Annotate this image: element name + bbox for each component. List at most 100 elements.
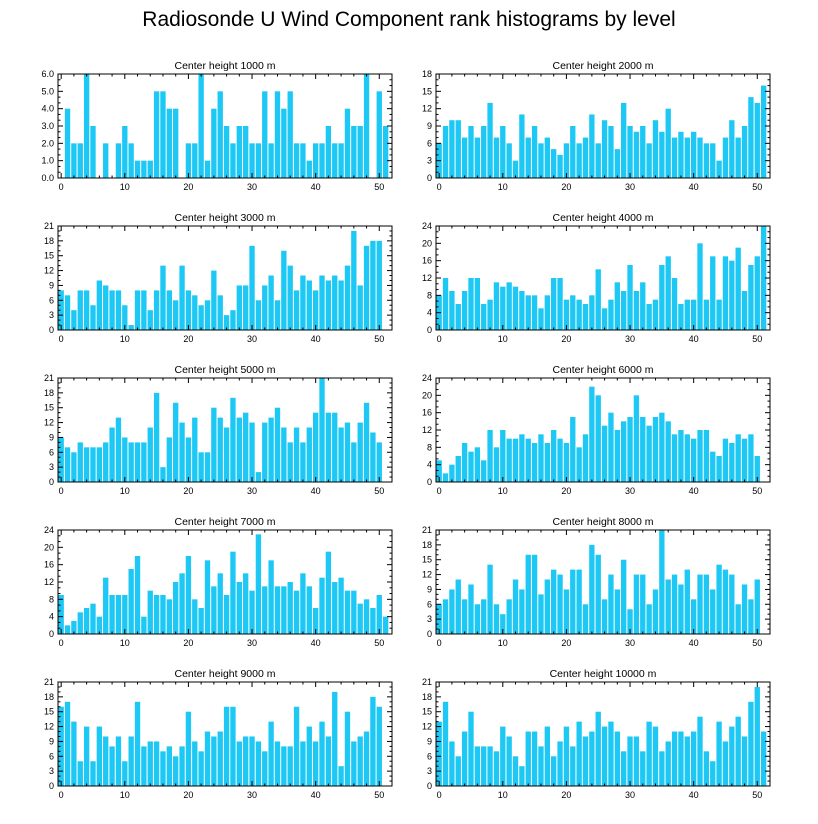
bar [217,731,223,786]
panel-title: Center height 4000 m [553,212,654,224]
bar [319,721,325,786]
bar [748,265,754,330]
bar [633,574,640,634]
bar [512,286,519,330]
bar [166,746,172,786]
bar [506,438,512,482]
bar [621,751,627,786]
bar [710,451,716,482]
y-tick-label: 0 [49,781,54,791]
x-tick-label: 50 [374,790,384,800]
bar [230,310,236,330]
bar [122,437,128,482]
bar [173,108,179,178]
bar [147,310,153,330]
y-tick-label: 15 [422,555,432,565]
bar [538,143,544,178]
bar [185,143,192,178]
bar [493,751,500,786]
bar [223,315,230,330]
bar [601,120,608,178]
bar [262,422,268,482]
bar [608,299,614,330]
bar [551,430,557,482]
bar [671,137,678,178]
bar [128,325,134,330]
bar [576,447,582,482]
bar [370,240,376,330]
bar [589,731,595,786]
bar [58,290,64,330]
bar [481,460,487,482]
bar [506,736,512,786]
bar [249,736,255,786]
bar [217,417,223,482]
bar [230,143,236,178]
bar [563,443,570,482]
bar [601,726,608,786]
x-tick-label: 20 [561,790,571,800]
bar [690,731,697,786]
bar [678,731,684,786]
bar [185,711,192,786]
x-tick-label: 0 [437,486,442,496]
bar [652,726,659,786]
bar [595,554,601,634]
bar [563,143,570,178]
y-tick-label: 3 [427,156,432,166]
bar [646,304,652,330]
x-tick-label: 40 [311,638,321,648]
bar [595,395,601,482]
x-tick-label: 50 [752,790,762,800]
bar [90,603,96,634]
bar [64,108,71,178]
bar [103,442,109,482]
bar [325,280,332,330]
bar [551,278,557,330]
bar [557,154,563,178]
bar [103,577,109,634]
bar [665,421,671,482]
bar [544,295,550,330]
bar [608,574,614,634]
y-tick-label: 6 [49,447,54,457]
bar [312,143,319,178]
panel: Center height 9000 m 0 3 6 9 12 15 18 21 0 10 20 30 4… [44,668,393,800]
bar [703,143,710,178]
bar [134,442,141,482]
x-tick-label: 20 [183,638,193,648]
bar [211,270,217,330]
y-tick-label: 3 [427,614,432,624]
y-tick-label: 12 [422,425,432,435]
x-tick-label: 10 [498,790,508,800]
bar [684,137,690,178]
y-tick-label: 12 [44,577,54,587]
x-tick-label: 50 [752,638,762,648]
bar [115,595,122,634]
bar [525,295,531,330]
x-tick-label: 30 [247,790,257,800]
bar [249,143,255,178]
x-tick-label: 40 [311,334,321,344]
bar [96,447,103,482]
bar [204,731,211,786]
bar [538,746,544,786]
bar [468,451,474,482]
bar [659,265,665,330]
bar [77,442,83,482]
bar [255,300,262,330]
bar [633,291,640,330]
bar [621,291,627,330]
bar [627,265,633,330]
bar [461,599,468,634]
bar [614,149,620,178]
bar [83,290,90,330]
bar [217,91,223,178]
bar [249,422,255,482]
panel-title: Center height 1000 m [175,60,276,72]
bar [665,108,671,178]
bar [582,304,589,330]
panel-title: Center height 10000 m [550,668,657,680]
x-tick-label: 50 [752,334,762,344]
panel-title: Center height 8000 m [553,516,654,528]
